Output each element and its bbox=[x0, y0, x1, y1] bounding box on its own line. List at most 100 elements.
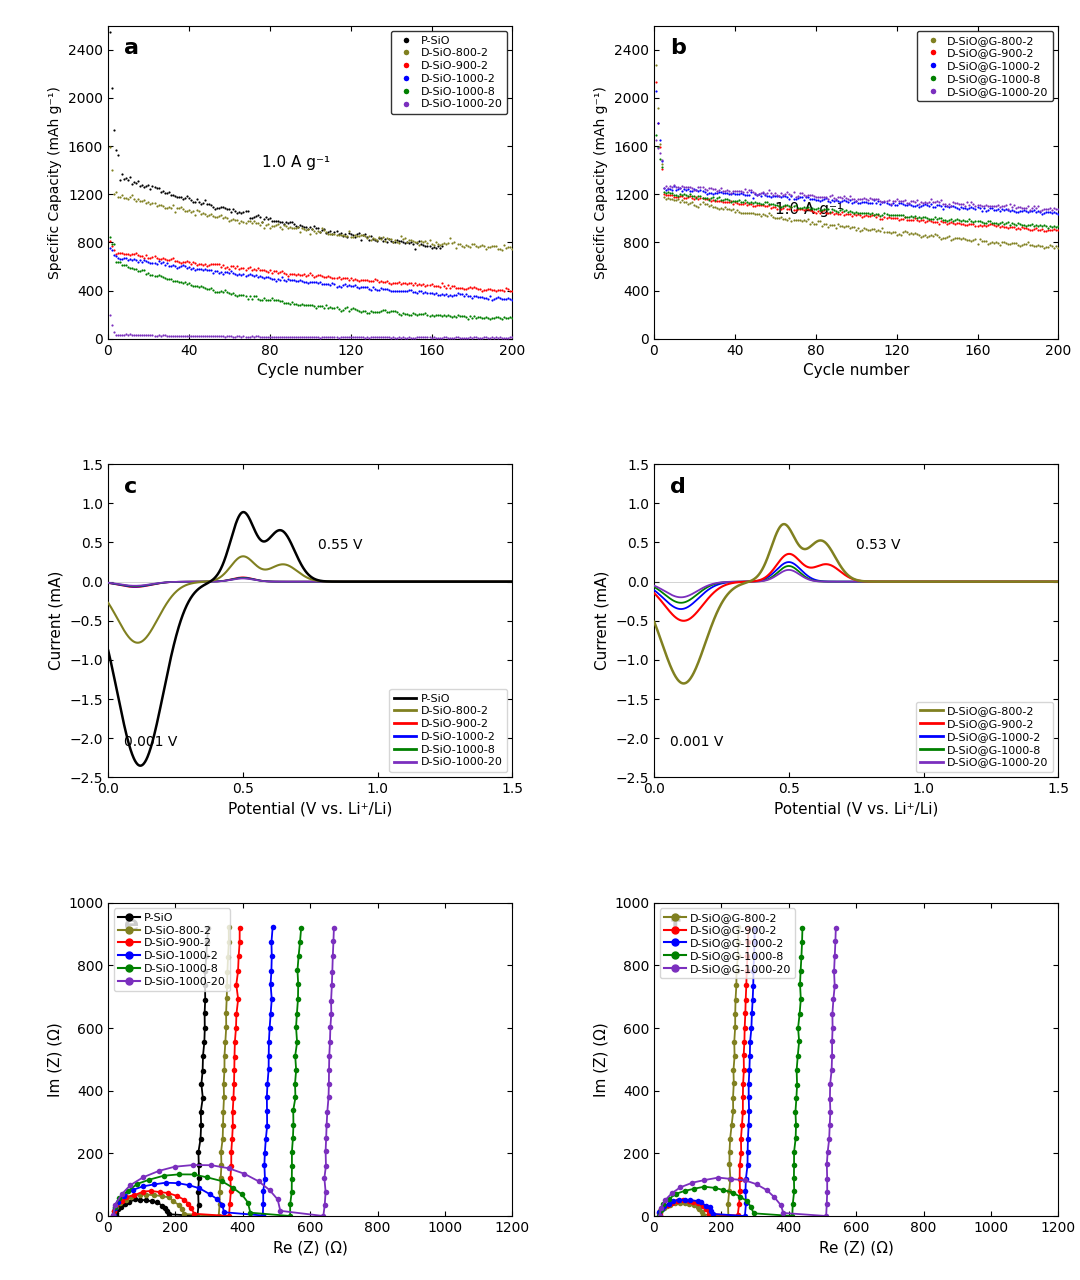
Point bbox=[807, 189, 824, 210]
Point bbox=[389, 328, 406, 348]
Point bbox=[1038, 221, 1055, 242]
Point bbox=[744, 182, 761, 202]
Point bbox=[765, 206, 782, 227]
Point bbox=[932, 196, 949, 216]
Point bbox=[217, 207, 234, 228]
Point bbox=[500, 308, 517, 329]
Point bbox=[955, 198, 972, 219]
Point bbox=[106, 120, 123, 141]
Point bbox=[739, 195, 756, 215]
Point bbox=[332, 301, 349, 321]
Point bbox=[1022, 215, 1039, 236]
Point bbox=[967, 229, 984, 250]
Text: f: f bbox=[671, 915, 679, 936]
Point bbox=[215, 264, 232, 284]
Point bbox=[417, 230, 434, 251]
Point bbox=[130, 251, 147, 271]
Point bbox=[667, 177, 685, 197]
Point bbox=[918, 227, 935, 247]
Point bbox=[423, 274, 441, 294]
Point bbox=[696, 179, 713, 200]
Point bbox=[728, 200, 745, 220]
Point bbox=[227, 201, 244, 221]
Point bbox=[751, 193, 768, 214]
Point bbox=[916, 193, 933, 214]
Point bbox=[201, 255, 218, 275]
Point bbox=[234, 201, 252, 221]
Point bbox=[880, 205, 897, 225]
Point bbox=[487, 326, 504, 347]
Point bbox=[489, 239, 507, 260]
Legend: D-SiO@G-800-2, D-SiO@G-900-2, D-SiO@G-1000-2, D-SiO@G-1000-8, D-SiO@G-1000-20: D-SiO@G-800-2, D-SiO@G-900-2, D-SiO@G-10… bbox=[916, 701, 1053, 772]
Point bbox=[829, 214, 847, 234]
Point bbox=[171, 187, 188, 207]
Point bbox=[251, 206, 268, 227]
Point bbox=[213, 197, 230, 218]
Point bbox=[679, 187, 697, 207]
Point bbox=[338, 227, 355, 247]
Point bbox=[985, 212, 1002, 233]
Point bbox=[813, 215, 831, 236]
Point bbox=[470, 328, 487, 348]
Point bbox=[247, 206, 265, 227]
Point bbox=[491, 279, 509, 300]
Point bbox=[939, 196, 956, 216]
Point bbox=[491, 307, 509, 328]
Point bbox=[730, 183, 747, 204]
Point bbox=[396, 233, 414, 253]
Point bbox=[922, 209, 940, 229]
Point bbox=[174, 252, 191, 273]
Point bbox=[698, 179, 715, 200]
Point bbox=[690, 188, 707, 209]
Point bbox=[239, 211, 256, 232]
Point bbox=[496, 236, 513, 256]
Point bbox=[742, 195, 759, 215]
Point bbox=[144, 175, 161, 196]
Point bbox=[762, 183, 780, 204]
Point bbox=[264, 326, 281, 347]
Point bbox=[154, 268, 172, 288]
Point bbox=[797, 198, 814, 219]
Point bbox=[799, 187, 816, 207]
Point bbox=[927, 197, 944, 218]
Point bbox=[359, 270, 376, 291]
Point bbox=[334, 300, 351, 320]
Point bbox=[929, 209, 946, 229]
Point bbox=[882, 195, 900, 215]
Point bbox=[977, 212, 995, 233]
Point bbox=[370, 280, 388, 301]
Point bbox=[364, 228, 381, 248]
Point bbox=[202, 204, 219, 224]
Point bbox=[783, 211, 800, 232]
Point bbox=[287, 326, 305, 347]
Point bbox=[726, 191, 743, 211]
Point bbox=[421, 306, 438, 326]
Point bbox=[967, 215, 984, 236]
Point bbox=[465, 328, 483, 348]
Point bbox=[874, 192, 891, 212]
Point bbox=[229, 202, 246, 223]
Point bbox=[850, 204, 867, 224]
Point bbox=[829, 204, 847, 224]
Point bbox=[1029, 220, 1047, 241]
Point bbox=[399, 303, 416, 324]
Point bbox=[973, 201, 990, 221]
Point bbox=[706, 189, 724, 210]
Point bbox=[253, 326, 270, 347]
Point bbox=[712, 189, 729, 210]
Point bbox=[132, 261, 149, 282]
Point bbox=[152, 253, 170, 274]
Point bbox=[375, 227, 392, 247]
Point bbox=[148, 247, 165, 268]
Point bbox=[107, 182, 124, 202]
Point bbox=[289, 294, 307, 315]
Point bbox=[999, 218, 1016, 238]
Point bbox=[215, 197, 232, 218]
Point bbox=[821, 215, 838, 236]
Point bbox=[995, 214, 1012, 234]
Point bbox=[187, 205, 204, 225]
Point bbox=[380, 229, 397, 250]
Point bbox=[359, 276, 376, 297]
Point bbox=[283, 292, 300, 312]
Point bbox=[913, 227, 930, 247]
